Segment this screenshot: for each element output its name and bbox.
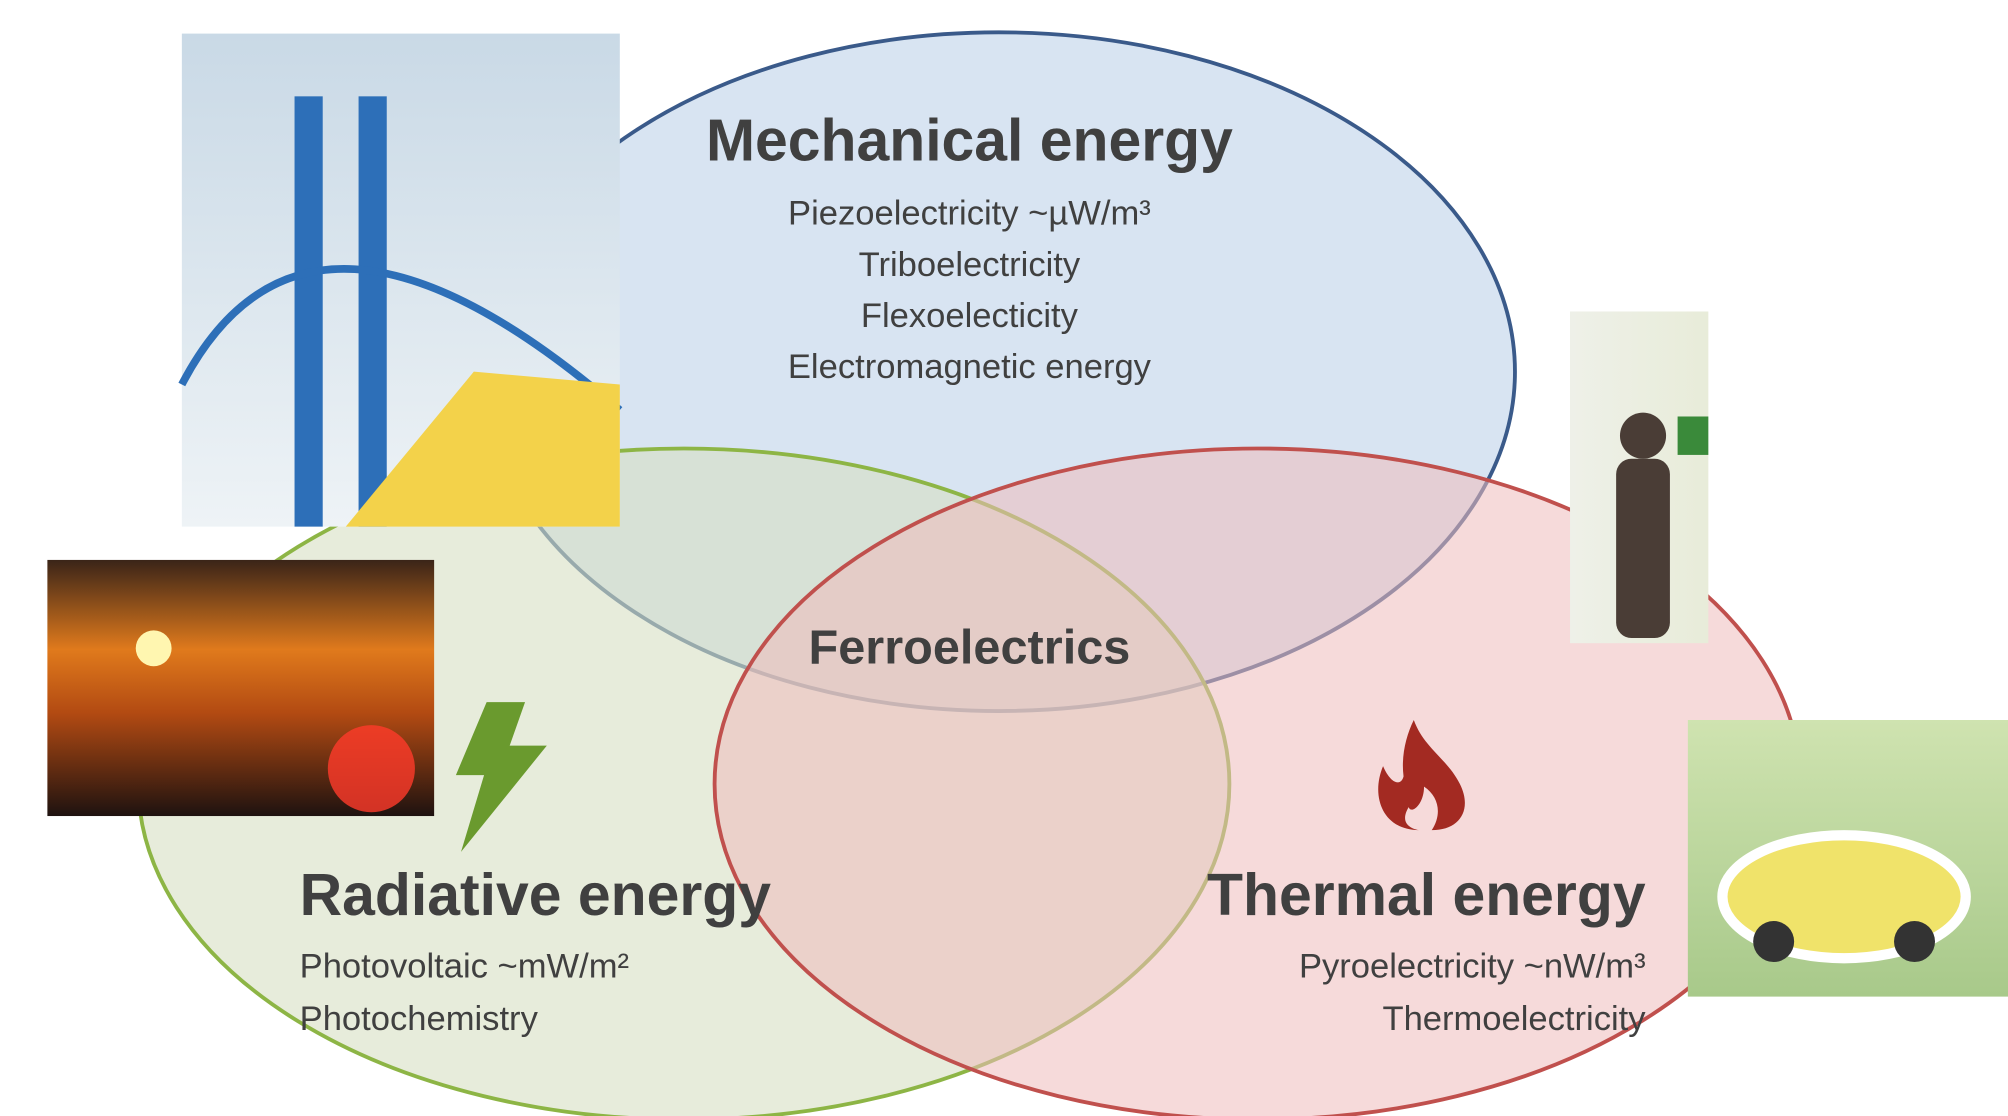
mechanical-item: Piezoelectricity ~µW/m³ [788,195,1151,233]
mechanical-title: Mechanical energy [706,109,1233,174]
mechanical-item: Triboelectricity [859,246,1081,284]
radiative-item: Photovoltaic ~mW/m² [300,948,629,986]
fire-icon [1378,719,1465,831]
mechanical-item: Flexoelecticity [861,297,1079,335]
center-label: Ferroelectrics [808,621,1130,675]
thermal-title: Thermal energy [1207,863,1646,928]
sunset-image [47,559,435,817]
mechanical-item: Electromagnetic energy [788,348,1152,386]
radiative-title: Radiative energy [300,863,772,928]
lightning-icon [455,702,547,852]
radiative-item: Photochemistry [300,1000,539,1038]
car-image [1687,719,2008,997]
thermal-item: Thermoelectricity [1382,1000,1646,1038]
person-image [1570,311,1709,644]
thermal-item: Pyroelectricity ~nW/m³ [1299,948,1646,986]
bridge-image [178,33,623,527]
